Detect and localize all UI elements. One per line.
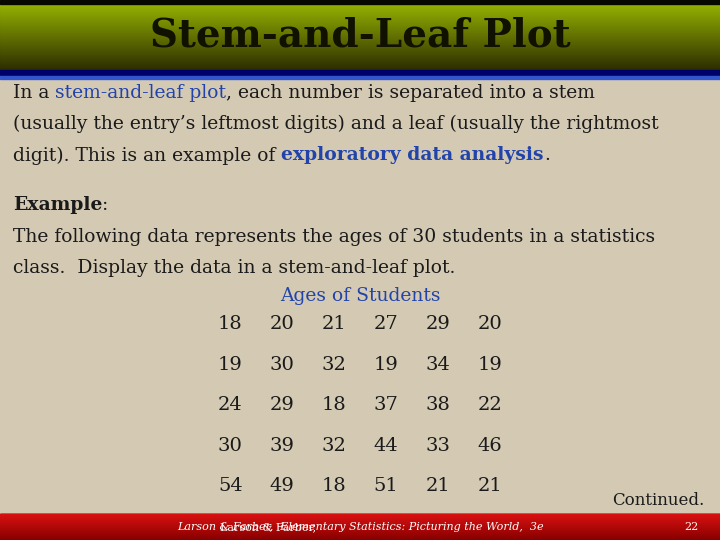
- Text: Ages of Students: Ages of Students: [280, 287, 440, 305]
- Text: 49: 49: [270, 477, 294, 496]
- Text: 24: 24: [218, 396, 243, 415]
- Text: Example: Example: [13, 197, 102, 214]
- Text: 21: 21: [426, 477, 450, 496]
- Text: 18: 18: [218, 315, 243, 334]
- Text: 33: 33: [426, 437, 450, 455]
- Text: Larson & Farber,: Larson & Farber,: [220, 522, 500, 532]
- Text: 39: 39: [270, 437, 294, 455]
- Text: 37: 37: [374, 396, 398, 415]
- Text: 51: 51: [374, 477, 398, 496]
- Text: 21: 21: [477, 477, 502, 496]
- Text: 46: 46: [477, 437, 502, 455]
- Text: 30: 30: [270, 356, 294, 374]
- Text: 32: 32: [322, 437, 346, 455]
- Text: Stem-and-Leaf Plot: Stem-and-Leaf Plot: [150, 16, 570, 54]
- Text: stem-and-leaf plot: stem-and-leaf plot: [55, 84, 226, 102]
- Text: 22: 22: [684, 522, 698, 532]
- Text: 54: 54: [218, 477, 243, 496]
- Text: 22: 22: [477, 396, 502, 415]
- Text: 19: 19: [477, 356, 502, 374]
- Text: exploratory data analysis: exploratory data analysis: [282, 146, 544, 164]
- Text: 21: 21: [322, 315, 346, 334]
- Text: The following data represents the ages of 30 students in a statistics: The following data represents the ages o…: [13, 228, 655, 246]
- Text: 20: 20: [477, 315, 502, 334]
- Text: 27: 27: [374, 315, 398, 334]
- Text: , each number is separated into a stem: , each number is separated into a stem: [226, 84, 595, 102]
- Text: 19: 19: [374, 356, 398, 374]
- Text: 29: 29: [270, 396, 294, 415]
- Bar: [0, 70, 720, 75]
- Text: (usually the entry’s leftmost digits) and a leaf (usually the rightmost: (usually the entry’s leftmost digits) an…: [13, 115, 659, 133]
- Text: class.  Display the data in a stem-and-leaf plot.: class. Display the data in a stem-and-le…: [13, 259, 455, 277]
- Text: 32: 32: [322, 356, 346, 374]
- Text: 34: 34: [426, 356, 450, 374]
- Bar: [0, 0, 720, 4]
- Text: 18: 18: [322, 477, 346, 496]
- Text: Continued.: Continued.: [612, 492, 704, 509]
- Text: 30: 30: [218, 437, 243, 455]
- Bar: [0, 76, 720, 79]
- Text: Larson & Farber,  Elementary Statistics: Picturing the World,  3e: Larson & Farber, Elementary Statistics: …: [176, 522, 544, 532]
- Text: 19: 19: [218, 356, 243, 374]
- Text: 20: 20: [270, 315, 294, 334]
- Text: 18: 18: [322, 396, 346, 415]
- Text: 38: 38: [426, 396, 450, 415]
- Text: digit). This is an example of: digit). This is an example of: [13, 146, 282, 165]
- Text: 29: 29: [426, 315, 450, 334]
- Text: In a: In a: [13, 84, 55, 102]
- Text: 44: 44: [374, 437, 398, 455]
- Text: :: :: [102, 197, 109, 214]
- Text: .: .: [544, 146, 549, 164]
